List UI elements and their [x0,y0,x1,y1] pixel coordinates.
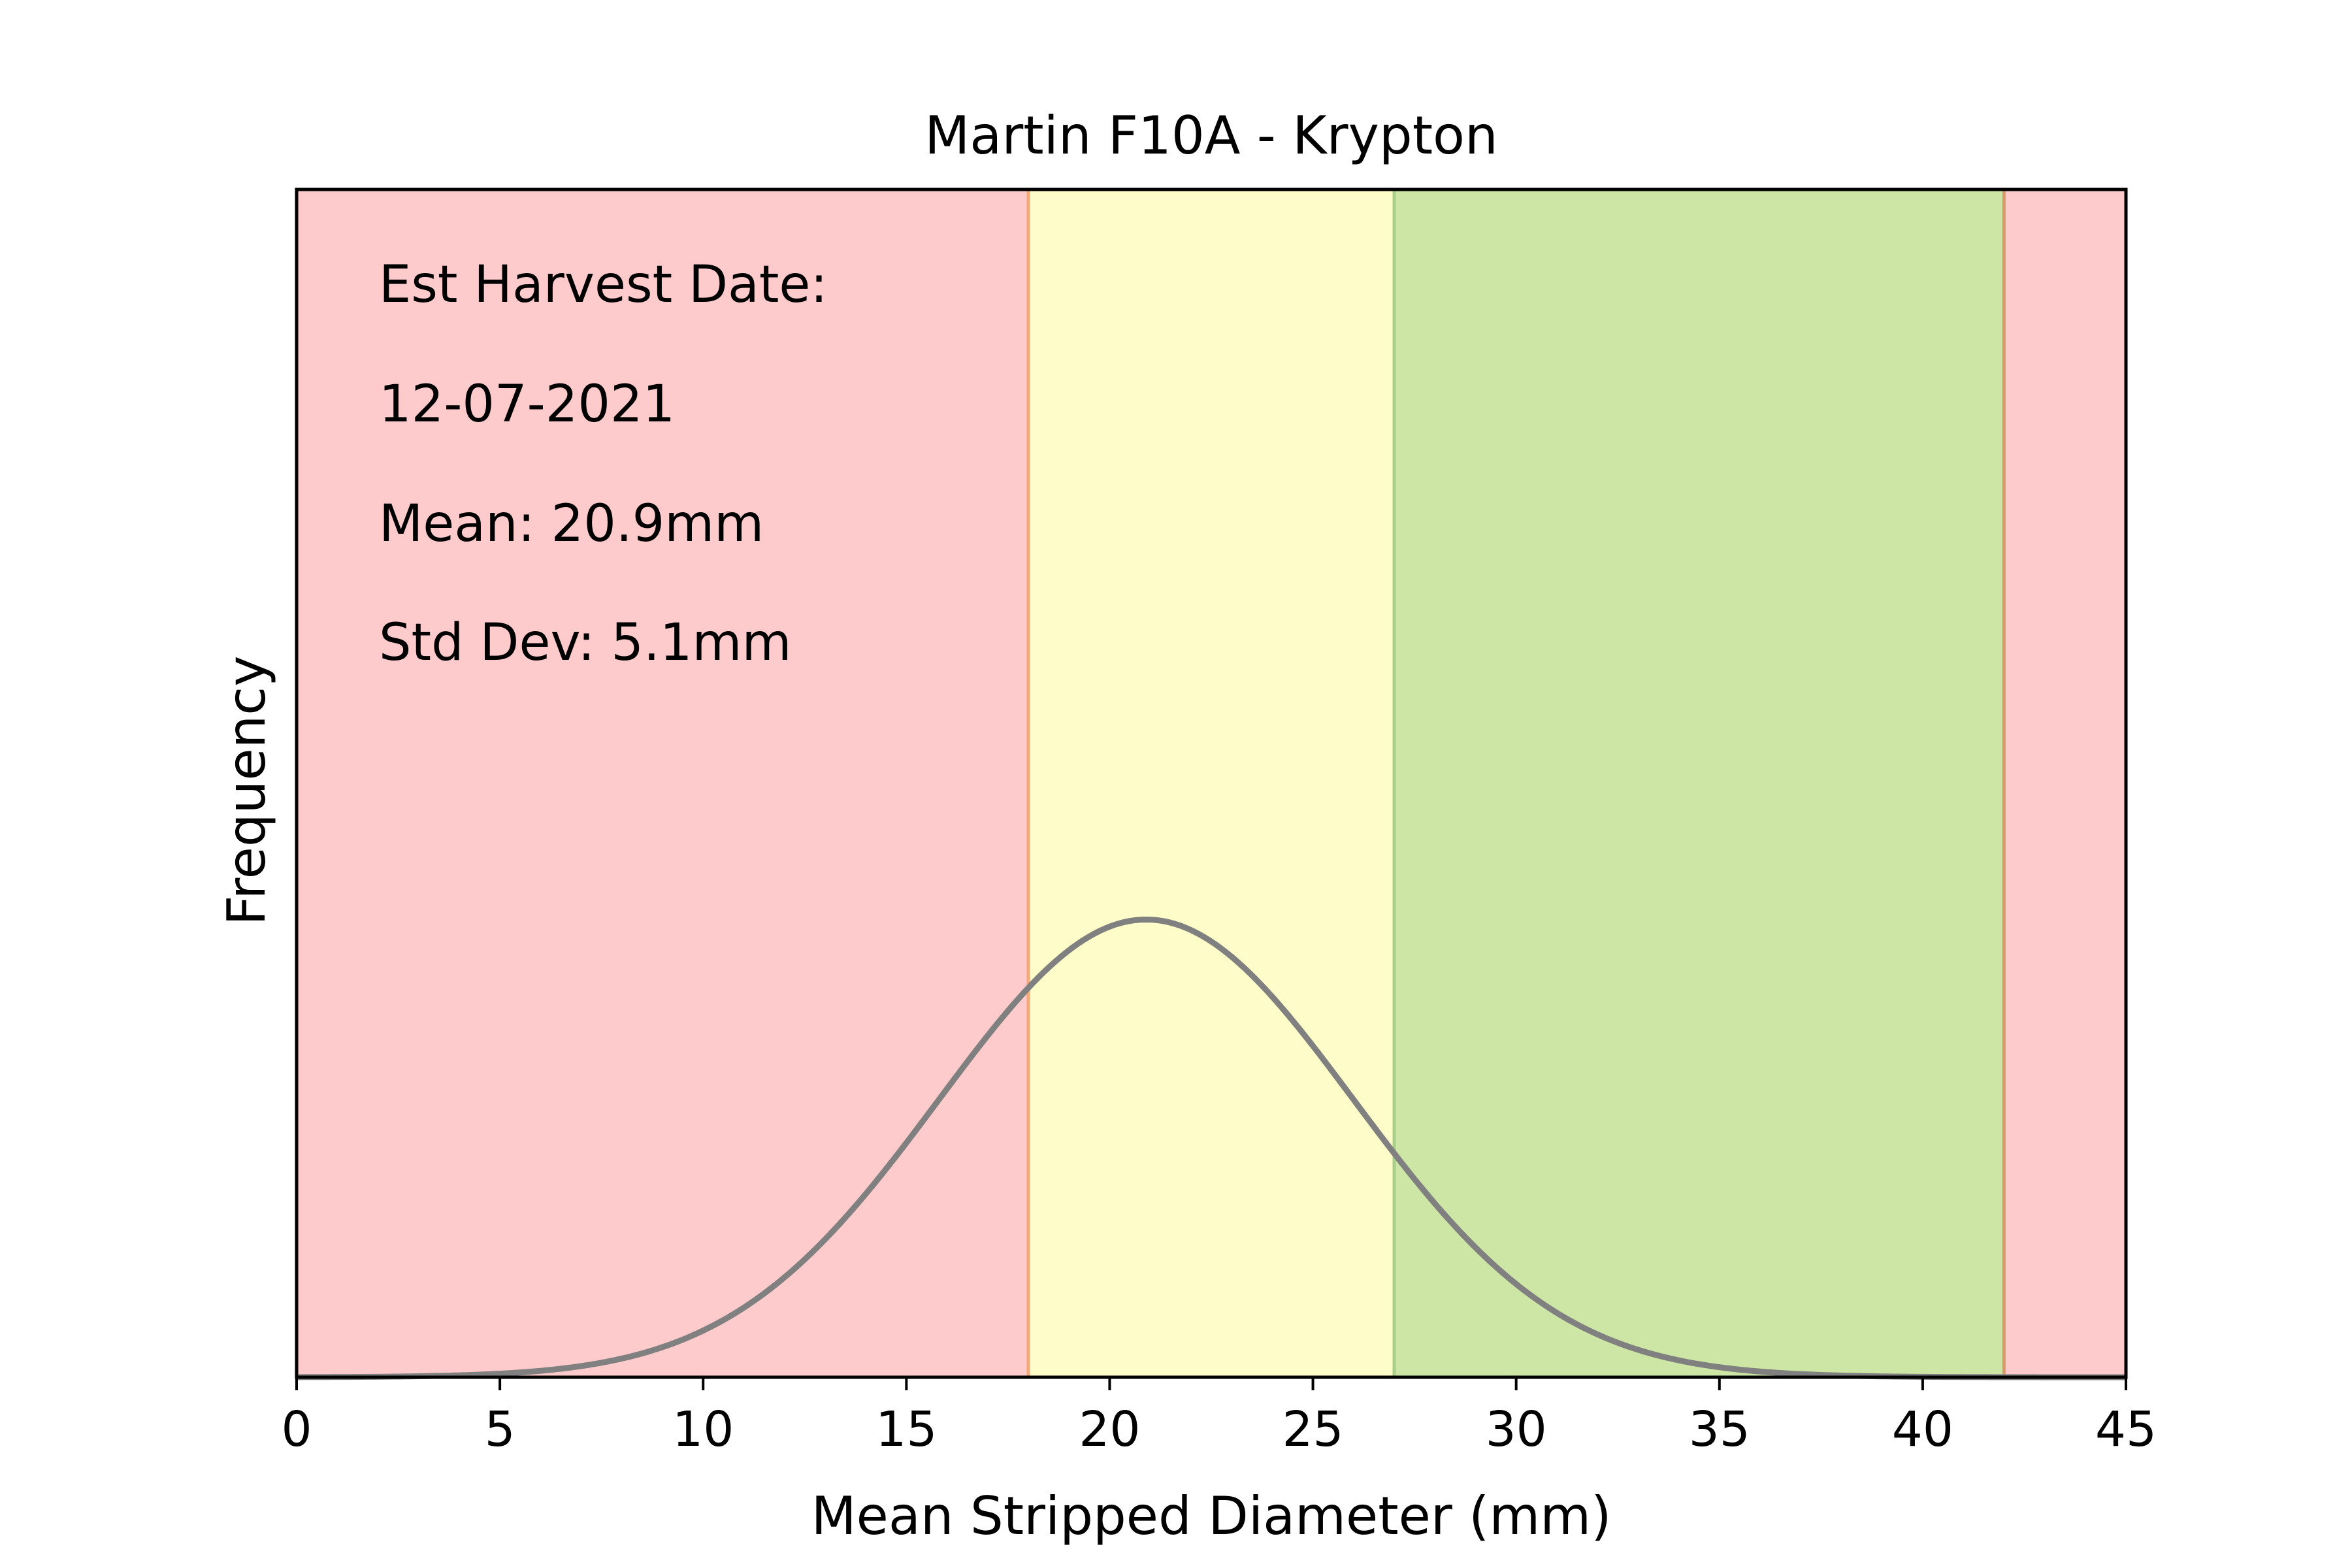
y-axis-label: Frequency [216,655,277,925]
x-tick-label-0: 0 [281,1401,312,1458]
annotation-line-1: 12-07-2021 [379,375,675,434]
x-tick-label-7: 35 [1689,1401,1750,1458]
plot-frame [295,188,2128,1379]
zone-band-2 [1394,189,2004,1377]
annotation-line-2: Mean: 20.9mm [379,495,764,553]
annotation-line-0: Est Harvest Date: [379,255,828,314]
x-tick-label-3: 15 [875,1401,937,1458]
zones-layer [297,189,2126,1377]
x-tick-label-1: 5 [485,1401,515,1458]
zone-band-1 [1028,189,1394,1377]
chart-title: Martin F10A - Krypton [924,105,1497,166]
x-tick-label-5: 25 [1282,1401,1343,1458]
density-curve [296,916,2126,1380]
boundaries-layer [1026,189,2006,1377]
zone-band-0 [297,189,1028,1377]
annotations-layer: Est Harvest Date: 12-07-2021 Mean: 20.9mm S… [379,255,828,672]
x-tick-label-9: 45 [2095,1401,2157,1458]
x-tick-label-2: 10 [672,1401,734,1458]
x-tick-label-6: 30 [1486,1401,1547,1458]
x-tick-label-4: 20 [1079,1401,1140,1458]
x-axis-ticks: 0 5 10 15 20 25 30 35 40 45 [281,1377,2157,1458]
annotation-line-3: Std Dev: 5.1mm [379,613,791,672]
x-tick-label-8: 40 [1892,1401,1953,1458]
x-axis-label: Mean Stripped Diameter (mm) [811,1486,1612,1546]
zone-band-3 [2004,189,2126,1377]
